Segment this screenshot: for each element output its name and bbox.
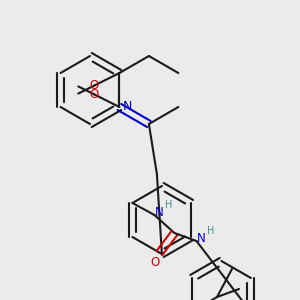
Text: N: N	[123, 100, 132, 113]
Text: O: O	[90, 88, 99, 101]
Text: O: O	[151, 256, 160, 269]
Text: H: H	[207, 226, 214, 236]
Text: N: N	[197, 232, 206, 245]
Text: H: H	[165, 200, 172, 210]
Text: O: O	[90, 79, 99, 92]
Text: N: N	[155, 206, 164, 220]
